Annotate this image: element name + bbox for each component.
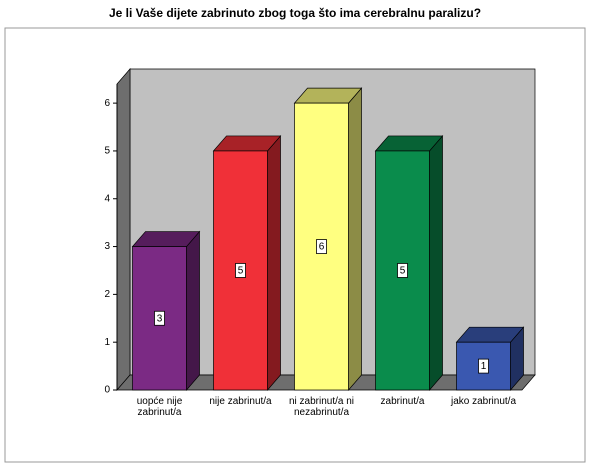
x-tick-label: nije zabrinut/a	[209, 396, 272, 407]
side-wall	[116, 68, 131, 391]
x-tick-label: ni zabrinut/a ni nezabrinut/a	[288, 396, 355, 418]
bar-side	[348, 87, 362, 391]
value-label: 3	[157, 313, 163, 324]
value-label: 5	[400, 266, 406, 277]
value-label-box	[397, 263, 408, 278]
y-tick-label: 5	[104, 146, 110, 157]
x-tick-label: jako zabrinut/a	[450, 396, 517, 407]
y-tick-label: 4	[104, 193, 110, 204]
value-label: 1	[481, 361, 487, 372]
bar-side	[186, 230, 200, 391]
y-tick-label: 3	[104, 241, 110, 252]
y-tick-label: 2	[104, 289, 110, 300]
chart-title: Je li Vaše dijete zabrinuto zbog toga št…	[109, 6, 481, 20]
value-label-box	[478, 358, 489, 374]
value-label: 5	[238, 266, 244, 277]
bar-side	[429, 134, 443, 391]
value-label: 6	[319, 242, 325, 253]
bar-side	[267, 134, 281, 391]
y-tick-label: 0	[104, 385, 110, 396]
x-tick-label: zabrinut/a	[380, 396, 425, 407]
value-label-box	[154, 310, 165, 326]
x-tick-label: uopće nije zabrinut/a	[136, 396, 183, 418]
value-label-box	[316, 239, 327, 254]
value-label-box	[235, 263, 246, 278]
y-tick-label: 1	[104, 337, 110, 348]
y-tick-label: 6	[104, 98, 110, 109]
